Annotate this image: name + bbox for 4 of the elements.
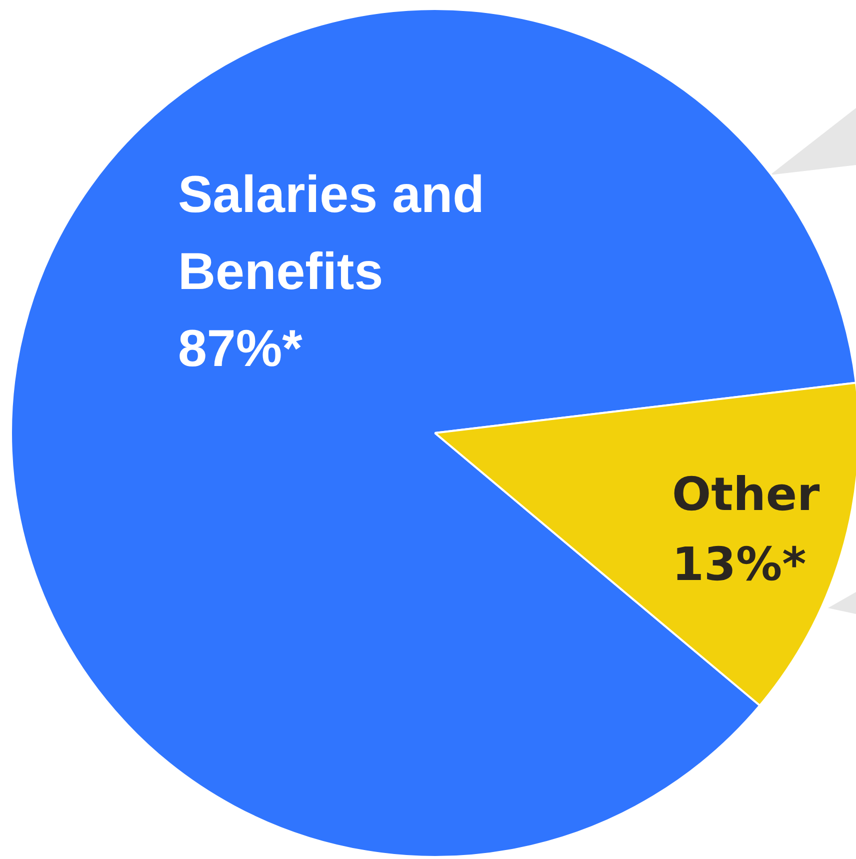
slice-label: Salaries and Benefits: [178, 166, 484, 301]
data-label: 13%*: [672, 537, 806, 591]
slice-label: Other: [672, 467, 820, 521]
data-label: 87%*: [178, 320, 304, 378]
